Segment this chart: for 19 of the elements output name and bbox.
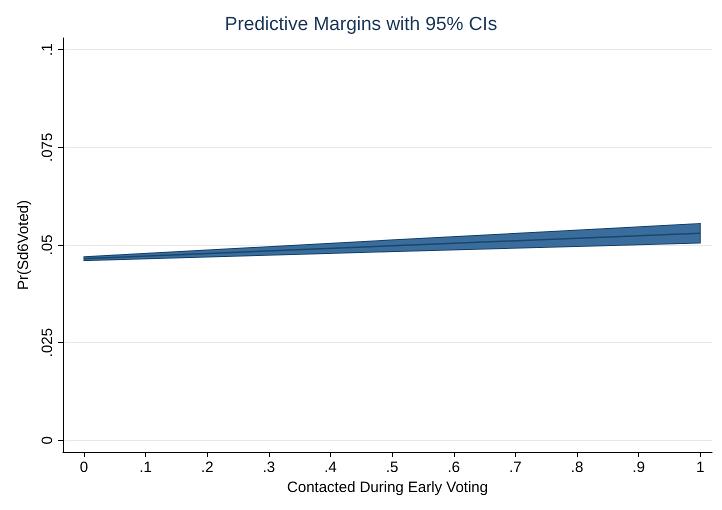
- y-tick-label: .05: [39, 234, 56, 256]
- x-tick-label: .3: [262, 459, 276, 476]
- x-tick-label: .7: [509, 459, 522, 476]
- y-axis-title: Pr(Sd6Voted): [15, 200, 32, 290]
- x-tick-label: 1: [696, 459, 704, 476]
- x-tick-label: .2: [200, 459, 214, 476]
- y-tick-label: 0: [39, 436, 56, 444]
- x-tick-label: .5: [386, 459, 398, 476]
- y-tick-label: .025: [39, 328, 56, 358]
- x-tick-label: .4: [324, 459, 337, 476]
- x-tick-label: .1: [139, 459, 152, 476]
- x-tick-label: .6: [448, 459, 460, 476]
- x-tick-label: .9: [632, 459, 645, 476]
- y-tick-label: .075: [39, 132, 56, 162]
- chart-title: Predictive Margins with 95% CIs: [224, 14, 498, 35]
- x-tick-label: .8: [570, 459, 584, 476]
- x-tick-label: 0: [80, 459, 88, 476]
- x-axis-title: Contacted During Early Voting: [287, 479, 488, 496]
- y-tick-label: .1: [39, 43, 56, 56]
